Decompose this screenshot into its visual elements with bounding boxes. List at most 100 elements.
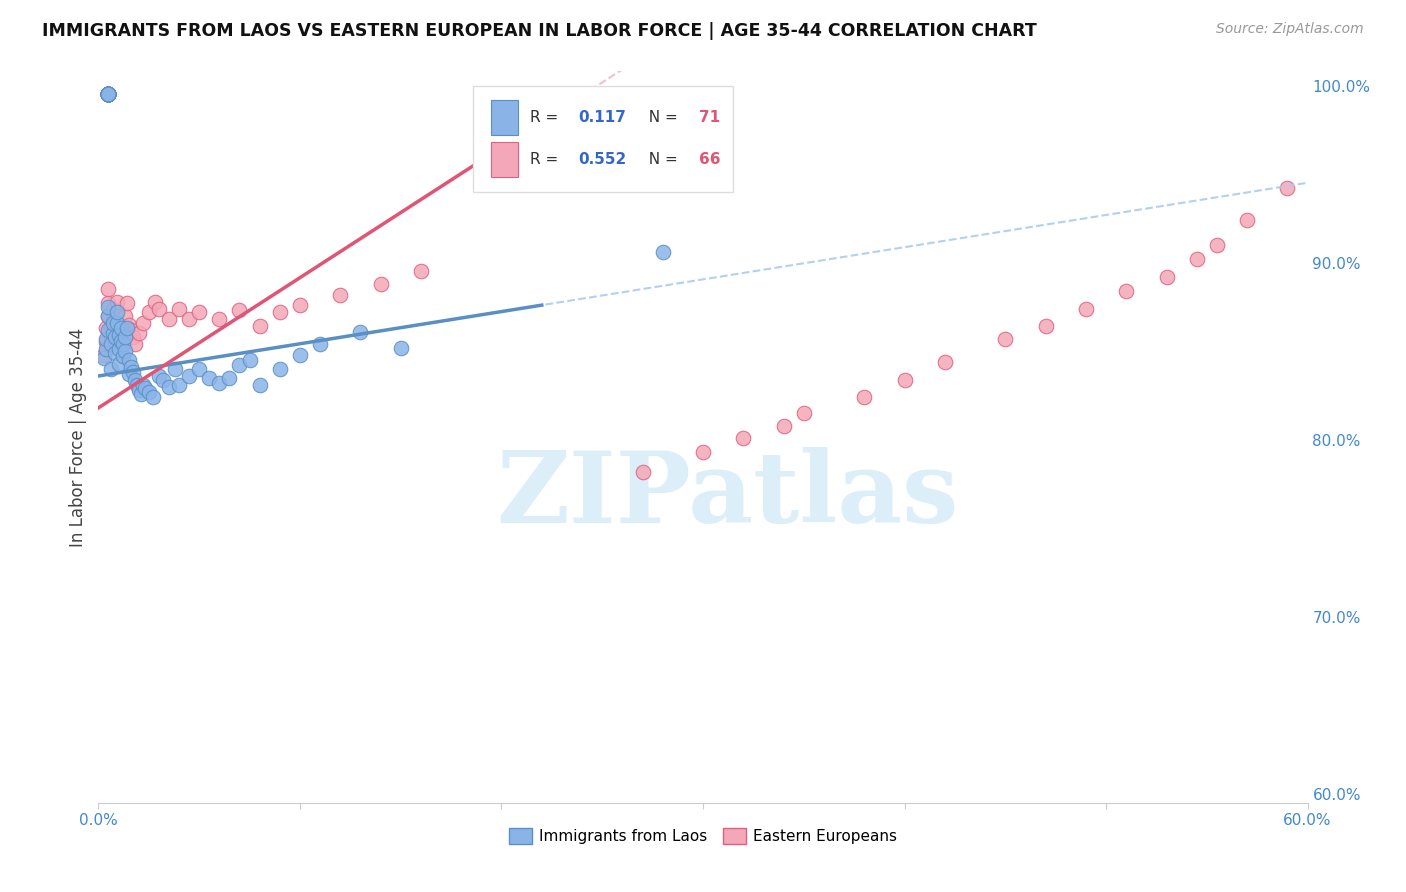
Point [107, 335, 129, 350]
FancyBboxPatch shape [474, 86, 734, 192]
Point [97, 87, 120, 102]
Text: IMMIGRANTS FROM LAOS VS EASTERN EUROPEAN IN LABOR FORCE | AGE 35-44 CORRELATION : IMMIGRANTS FROM LAOS VS EASTERN EUROPEAN… [42, 22, 1038, 40]
Point [101, 316, 124, 330]
Text: 0.552: 0.552 [578, 152, 627, 167]
Point [97, 87, 120, 102]
Point [692, 445, 714, 459]
Point [188, 362, 211, 376]
Point [101, 312, 124, 326]
Point [288, 298, 311, 312]
Point [1277, 181, 1299, 195]
Point [349, 325, 371, 339]
Point [157, 379, 180, 393]
Point [107, 328, 129, 343]
Text: 66: 66 [699, 152, 721, 167]
Point [107, 357, 129, 371]
Point [97, 300, 120, 314]
Point [269, 362, 291, 376]
Point [105, 294, 128, 309]
Point [152, 372, 174, 386]
Legend: Immigrants from Laos, Eastern Europeans: Immigrants from Laos, Eastern Europeans [502, 822, 904, 850]
Point [167, 301, 190, 316]
Point [1185, 252, 1208, 266]
Text: 71: 71 [699, 110, 720, 125]
Point [103, 346, 125, 360]
Point [97, 87, 120, 102]
Point [100, 362, 122, 376]
Point [107, 343, 129, 357]
Point [249, 319, 271, 334]
Point [1115, 284, 1137, 298]
Point [97, 87, 120, 102]
Point [111, 337, 134, 351]
Point [97, 87, 120, 102]
Point [97, 87, 120, 102]
Point [733, 431, 755, 445]
Point [105, 316, 128, 330]
Point [97, 87, 120, 102]
Point [97, 87, 120, 102]
Point [97, 87, 120, 102]
Point [128, 383, 150, 397]
Point [124, 372, 146, 386]
Point [97, 87, 120, 102]
Point [1206, 238, 1229, 252]
Point [125, 377, 148, 392]
Point [97, 323, 120, 337]
Point [793, 406, 815, 420]
Point [97, 309, 120, 323]
Point [97, 87, 120, 102]
Point [96, 335, 118, 350]
Point [329, 287, 352, 301]
Point [198, 370, 221, 384]
Point [124, 337, 146, 351]
Text: N =: N = [638, 152, 682, 167]
Point [97, 87, 120, 102]
Point [1074, 301, 1097, 316]
Text: R =: R = [530, 152, 564, 167]
Point [249, 377, 271, 392]
Text: ZIPatlas: ZIPatlas [496, 447, 959, 544]
Point [115, 296, 138, 310]
Point [138, 305, 160, 319]
Point [208, 376, 231, 390]
Point [129, 386, 152, 401]
Point [218, 370, 240, 384]
Point [97, 87, 120, 102]
Point [97, 282, 120, 296]
Point [114, 309, 136, 323]
Point [138, 384, 160, 399]
Point [97, 87, 120, 102]
Point [142, 390, 165, 404]
Point [121, 366, 143, 380]
Point [97, 296, 120, 310]
Point [97, 87, 120, 102]
Point [651, 245, 673, 260]
Point [100, 337, 122, 351]
Point [114, 344, 136, 359]
Point [115, 321, 138, 335]
Point [631, 465, 654, 479]
Point [97, 87, 120, 102]
Point [103, 325, 125, 339]
Point [370, 277, 392, 291]
Point [1156, 269, 1178, 284]
Point [228, 359, 250, 373]
Point [853, 390, 876, 404]
Point [114, 330, 136, 344]
Point [118, 368, 141, 382]
Point [228, 303, 250, 318]
Point [100, 330, 122, 344]
Point [97, 87, 120, 102]
Point [994, 332, 1017, 346]
Point [110, 321, 132, 335]
Point [97, 87, 120, 102]
Point [97, 87, 120, 102]
Point [148, 369, 170, 384]
Point [97, 87, 120, 102]
Point [93, 348, 115, 362]
Point [1236, 213, 1258, 227]
Point [143, 294, 166, 309]
Point [110, 334, 132, 348]
Point [97, 309, 120, 323]
